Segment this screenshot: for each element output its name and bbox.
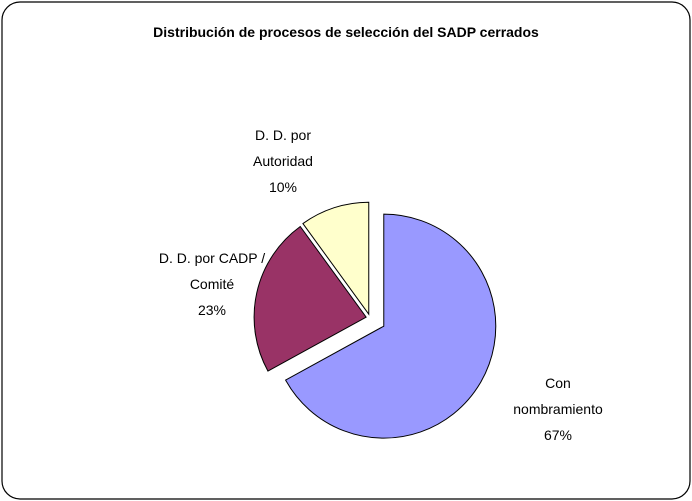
pie-slice xyxy=(302,201,370,316)
slice-label: Con nombramiento xyxy=(513,375,603,417)
pie-slice xyxy=(284,213,497,439)
slice-label: D. D. por CADP / Comité xyxy=(158,250,266,292)
slice-label: D. D. por Autoridad xyxy=(253,127,313,169)
pie-slice xyxy=(253,225,367,372)
chart-title: Distribución de procesos de selección de… xyxy=(153,24,539,40)
slice-value-label: 67% xyxy=(543,427,573,443)
slice-value-label: 23% xyxy=(197,302,227,318)
slice-value-label: 10% xyxy=(268,179,298,195)
